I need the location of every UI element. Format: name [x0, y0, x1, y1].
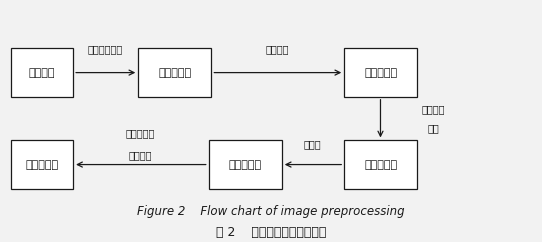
Text: 二值化: 二值化 [304, 139, 321, 149]
Text: 锐化后图像: 锐化后图像 [364, 159, 397, 170]
Bar [11, 48, 73, 97]
Bar [138, 48, 211, 97]
Text: 拉普拉斯: 拉普拉斯 [422, 104, 446, 114]
Text: 平滑后图像: 平滑后图像 [364, 68, 397, 78]
Text: 增强后图像: 增强后图像 [158, 68, 191, 78]
Text: 膨胀、腐蚀: 膨胀、腐蚀 [125, 128, 154, 138]
Bar [344, 48, 417, 97]
Bar [11, 140, 73, 189]
Bar [209, 140, 282, 189]
Text: 直方图均衡化: 直方图均衡化 [87, 45, 123, 55]
Text: 算子: 算子 [428, 123, 440, 133]
Text: 开闭运算: 开闭运算 [128, 150, 152, 160]
Text: 图 2    图像预处理的基本流程: 图 2 图像预处理的基本流程 [216, 226, 326, 239]
Bar [344, 140, 417, 189]
Text: Figure 2    Flow chart of image preprocessing: Figure 2 Flow chart of image preprocessi… [137, 205, 405, 218]
Text: 原始图像: 原始图像 [29, 68, 55, 78]
Text: 二值化操作: 二值化操作 [229, 159, 262, 170]
Text: 高斯平滑: 高斯平滑 [266, 45, 289, 55]
Text: 形态学操作: 形态学操作 [25, 159, 59, 170]
